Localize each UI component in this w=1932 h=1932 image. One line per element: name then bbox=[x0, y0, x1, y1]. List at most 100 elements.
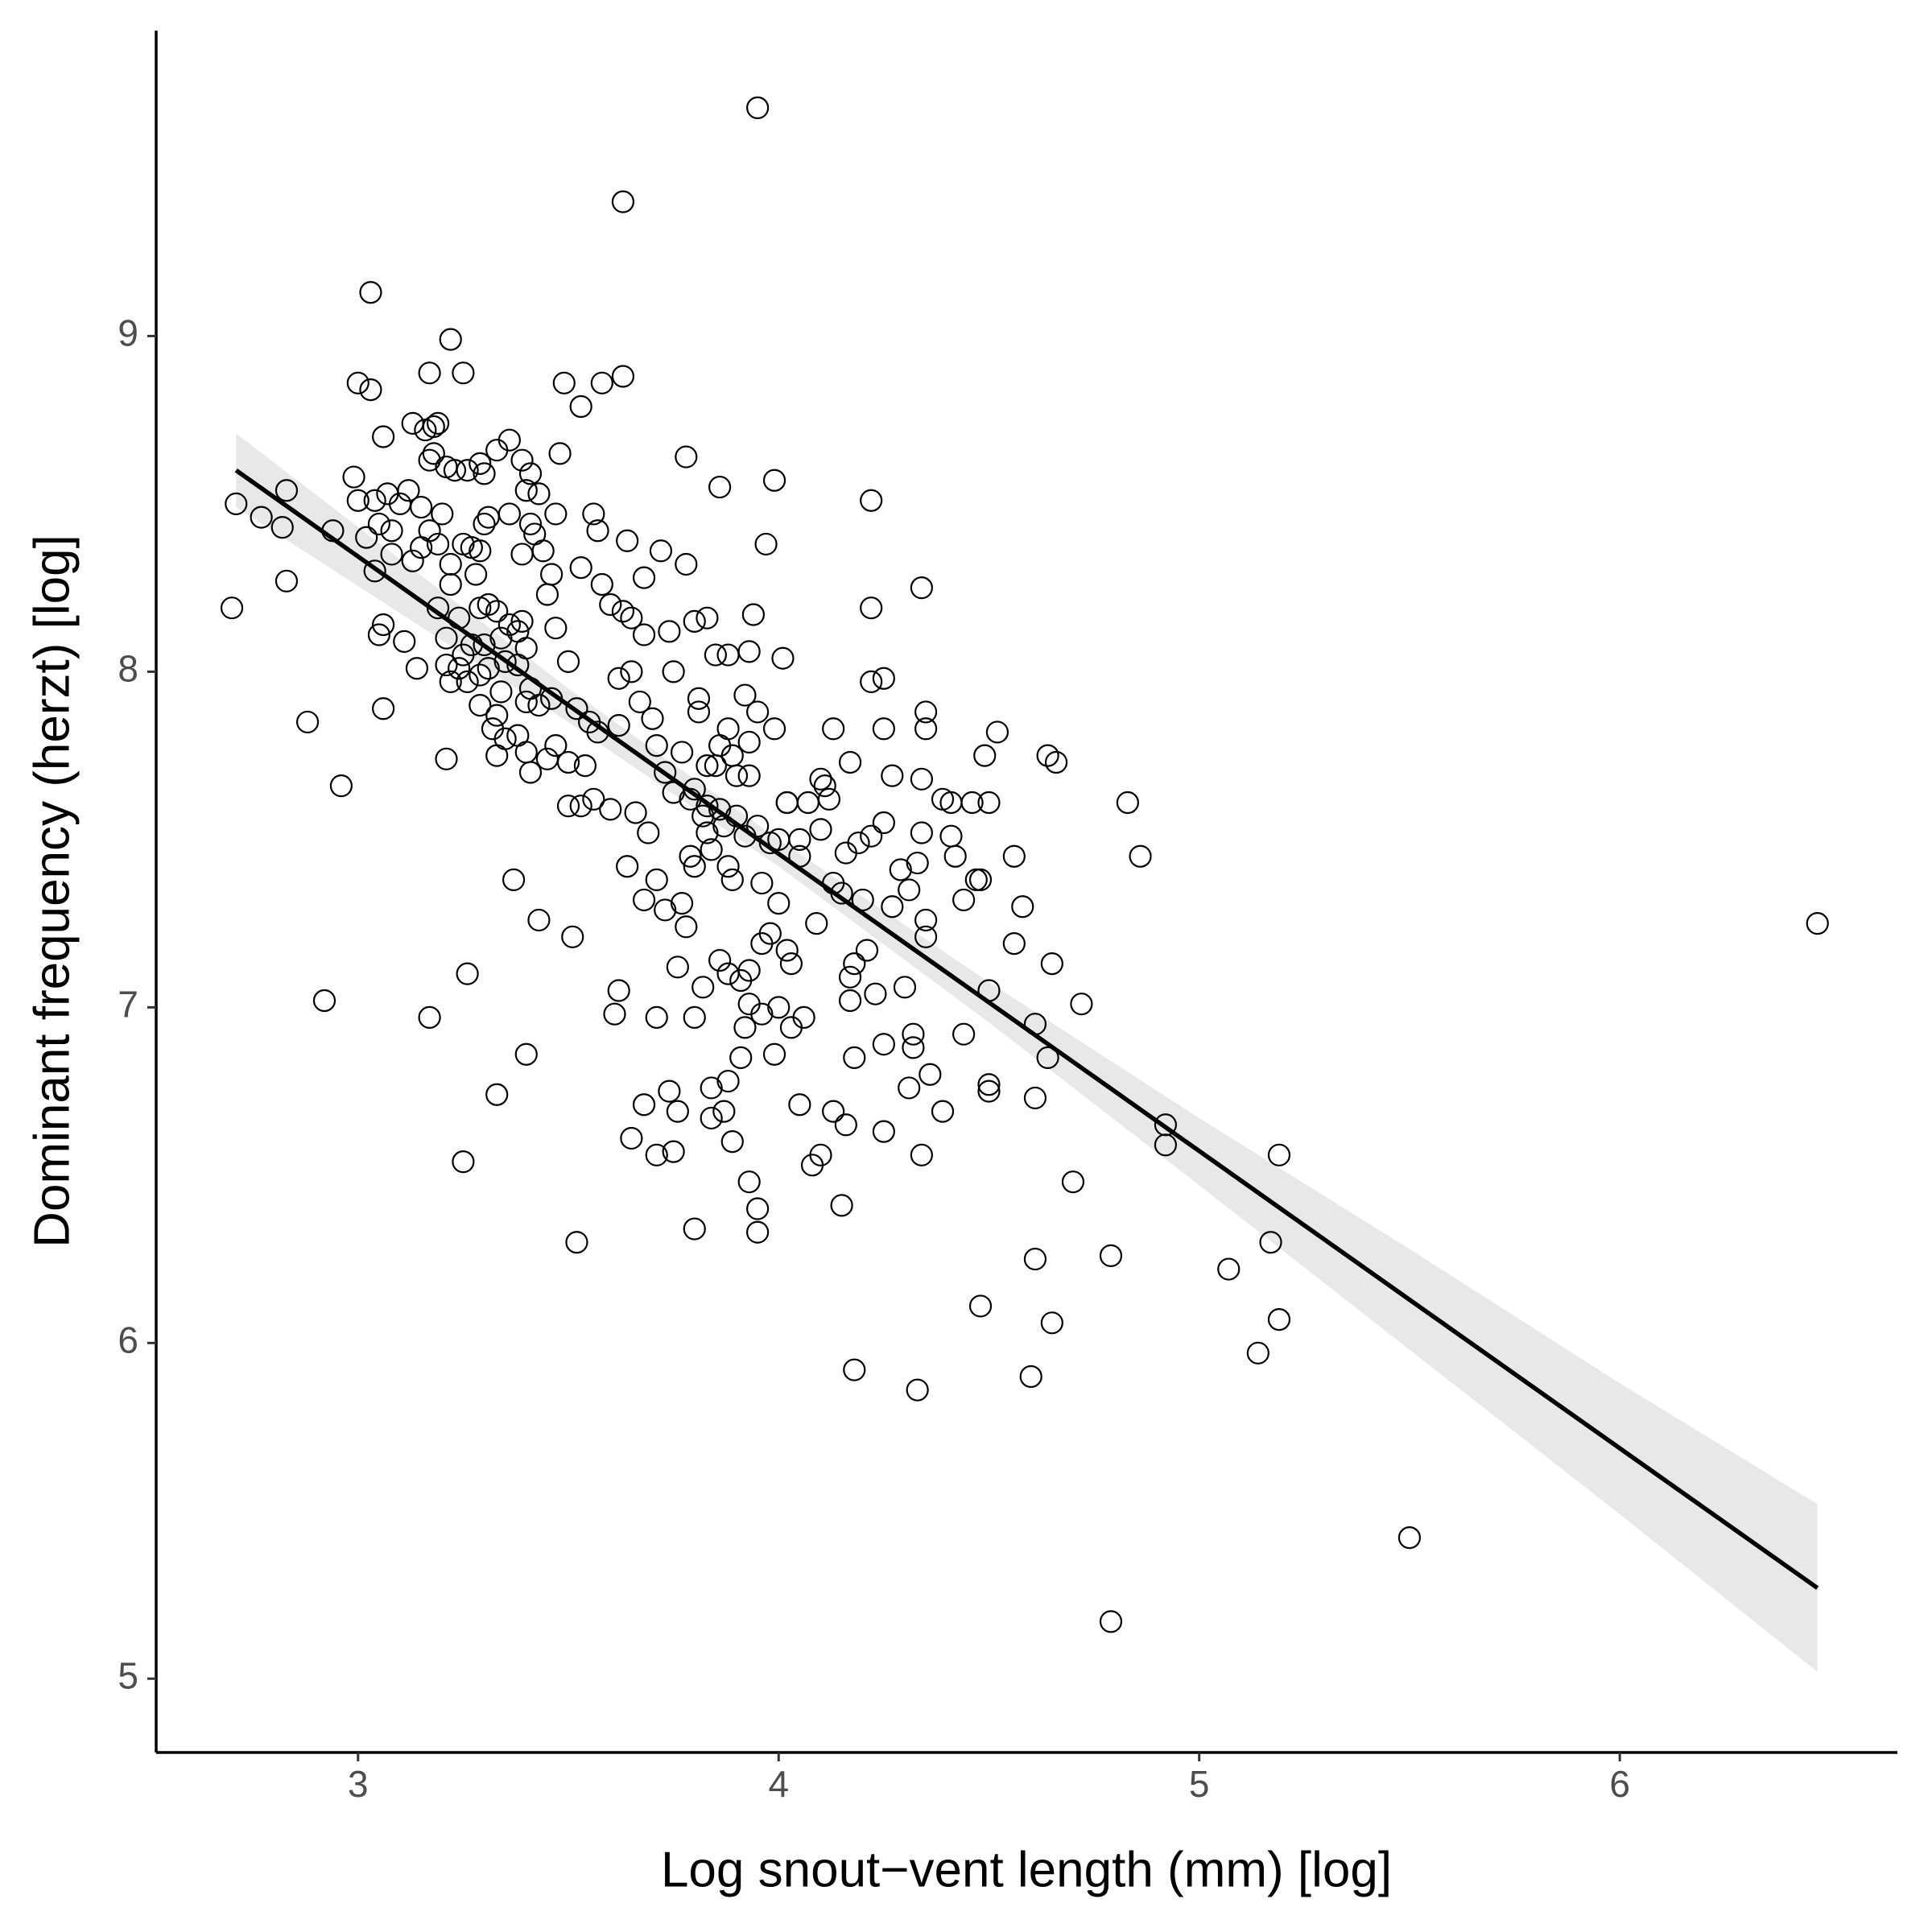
point bbox=[1154, 1113, 1178, 1137]
point bbox=[1002, 844, 1026, 868]
point bbox=[477, 592, 500, 617]
point bbox=[220, 597, 244, 620]
point bbox=[225, 492, 248, 516]
point bbox=[1019, 1364, 1042, 1389]
point bbox=[485, 744, 509, 767]
point bbox=[632, 566, 656, 589]
point bbox=[817, 787, 841, 811]
point bbox=[1267, 1143, 1291, 1166]
point bbox=[914, 717, 938, 741]
x-tick-label: 6 bbox=[1609, 1763, 1630, 1805]
point bbox=[1116, 791, 1139, 815]
point bbox=[435, 747, 458, 770]
point bbox=[872, 717, 895, 741]
point bbox=[569, 556, 592, 580]
point bbox=[616, 529, 639, 552]
point bbox=[527, 693, 551, 717]
point bbox=[670, 741, 694, 764]
point bbox=[716, 717, 740, 741]
point bbox=[977, 1080, 1001, 1103]
point bbox=[1217, 1257, 1241, 1281]
point bbox=[914, 700, 938, 724]
point bbox=[758, 922, 782, 945]
point bbox=[822, 1100, 845, 1123]
point bbox=[435, 626, 458, 650]
point bbox=[708, 475, 732, 499]
point bbox=[439, 328, 462, 351]
point bbox=[464, 563, 488, 586]
y-tick-label: 8 bbox=[118, 648, 138, 690]
point bbox=[485, 704, 509, 727]
point bbox=[649, 539, 673, 563]
point bbox=[750, 1002, 774, 1026]
point bbox=[654, 761, 677, 784]
point bbox=[376, 482, 399, 506]
point bbox=[1036, 1046, 1059, 1069]
point bbox=[418, 448, 441, 472]
point bbox=[746, 1197, 770, 1220]
point bbox=[724, 764, 749, 787]
point bbox=[968, 868, 993, 892]
point bbox=[620, 606, 643, 630]
point bbox=[977, 791, 1001, 815]
point bbox=[645, 734, 668, 758]
point bbox=[746, 700, 770, 724]
point bbox=[696, 754, 719, 778]
point bbox=[683, 1005, 706, 1029]
point bbox=[632, 623, 656, 646]
point bbox=[712, 1100, 736, 1123]
point bbox=[616, 855, 639, 878]
point bbox=[607, 714, 630, 737]
point bbox=[590, 371, 613, 394]
point bbox=[645, 1143, 668, 1166]
point bbox=[586, 519, 609, 543]
point bbox=[582, 787, 605, 811]
point bbox=[1011, 895, 1034, 919]
point bbox=[733, 683, 757, 707]
point bbox=[847, 831, 870, 855]
point bbox=[456, 670, 479, 694]
point bbox=[813, 774, 836, 798]
point-layer bbox=[220, 96, 1829, 1633]
point bbox=[737, 640, 761, 663]
point bbox=[518, 512, 543, 536]
point bbox=[716, 643, 740, 667]
point bbox=[312, 989, 336, 1013]
point bbox=[696, 795, 719, 818]
y-tick-label: 9 bbox=[118, 312, 138, 354]
point bbox=[1397, 1526, 1422, 1550]
point bbox=[716, 1069, 740, 1093]
point bbox=[737, 730, 761, 754]
point bbox=[771, 646, 795, 670]
point bbox=[552, 371, 576, 394]
point bbox=[931, 1100, 955, 1123]
point bbox=[864, 982, 887, 1005]
point bbox=[393, 630, 416, 653]
point bbox=[708, 734, 732, 758]
point bbox=[1129, 844, 1152, 868]
point bbox=[952, 888, 976, 912]
point bbox=[477, 657, 500, 680]
point bbox=[590, 572, 613, 597]
point bbox=[632, 1093, 656, 1117]
point bbox=[544, 734, 568, 758]
x-axis-title: Log snout−vent length (mm) [log] bbox=[661, 1842, 1392, 1897]
point bbox=[439, 572, 462, 597]
point bbox=[834, 1113, 857, 1137]
point bbox=[514, 479, 538, 502]
point bbox=[662, 1140, 685, 1163]
point bbox=[359, 378, 382, 402]
point bbox=[708, 798, 732, 821]
point bbox=[473, 462, 496, 485]
point bbox=[624, 801, 647, 824]
y-tick-label: 6 bbox=[118, 1319, 138, 1360]
axis-layer: 3 4 5 6 5 6 7 8 9 bbox=[118, 31, 1897, 1805]
point bbox=[666, 1100, 689, 1123]
point bbox=[1267, 1308, 1291, 1331]
point bbox=[607, 667, 630, 690]
point bbox=[448, 657, 471, 680]
point bbox=[603, 1002, 626, 1026]
point bbox=[540, 563, 564, 586]
point bbox=[843, 1046, 866, 1069]
